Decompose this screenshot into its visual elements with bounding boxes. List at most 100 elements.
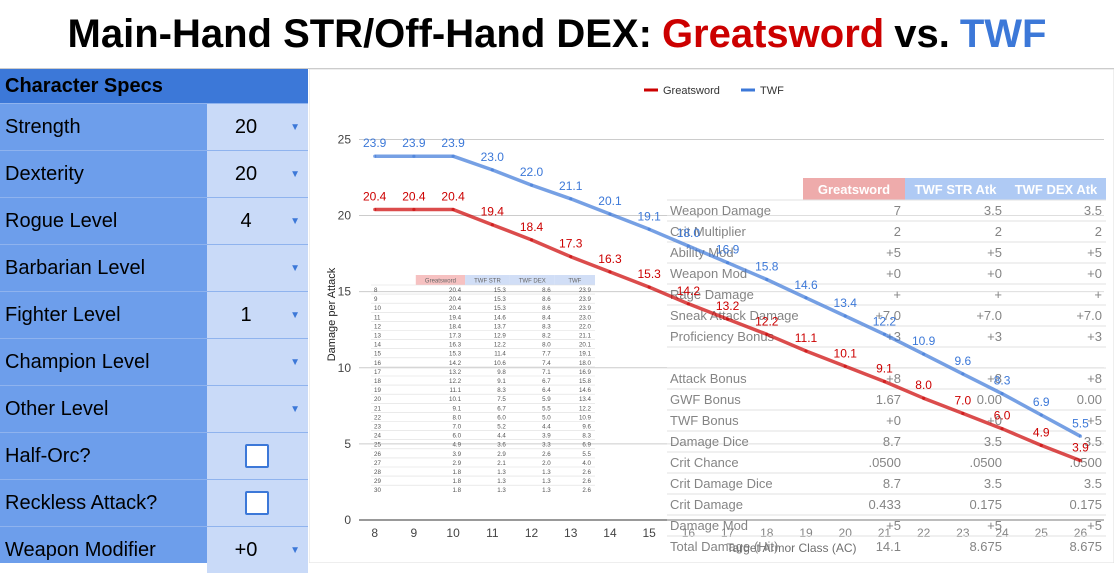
spec-value-cell-weapon-modifier[interactable]: +0 ▼ <box>207 527 308 573</box>
overlay-table-label: Proficiency Bonus <box>670 329 775 344</box>
spec-row-reckless-attack: Reckless Attack? <box>0 479 308 526</box>
mini-table-cell: 10.9 <box>579 414 592 421</box>
spec-value-cell-dexterity[interactable]: 20 ▼ <box>207 151 308 197</box>
dropdown-arrow-icon[interactable]: ▼ <box>290 122 300 133</box>
mini-table-cell: 13.7 <box>494 323 507 330</box>
mini-table-cell: 3.9 <box>542 433 551 440</box>
dropdown-arrow-icon[interactable]: ▼ <box>290 357 300 368</box>
mini-table-cell: 23.9 <box>579 305 592 312</box>
dropdown-arrow-icon[interactable]: ▼ <box>290 263 300 274</box>
mini-table-cell: 21 <box>374 405 381 412</box>
data-label: 5.5 <box>1072 416 1089 430</box>
spec-label-half-orc: Half-Orc? <box>5 445 91 467</box>
spec-row-strength: Strength 20 ▼ <box>0 103 308 150</box>
mini-table-header-cell <box>465 275 510 285</box>
overlay-table-cell: +5 <box>1087 245 1102 260</box>
mini-table-cell: 8.6 <box>542 305 551 312</box>
mini-table-cell: 4.9 <box>452 442 461 449</box>
data-label: 17.3 <box>559 237 583 251</box>
overlay-table-cell: 0.00 <box>1077 392 1102 407</box>
mini-table-cell: 1.3 <box>542 487 551 494</box>
checkbox-reckless-attack[interactable] <box>245 491 269 515</box>
overlay-table-label: Damage Mod <box>670 518 748 533</box>
mini-table-cell: 22 <box>374 414 381 421</box>
data-point <box>1000 392 1004 396</box>
mini-table-cell: 5.5 <box>582 451 591 458</box>
data-label: 20.1 <box>598 194 622 208</box>
overlay-table-label: Sneak Attack Damage <box>670 308 799 323</box>
overlay-table-label: GWF Bonus <box>670 392 741 407</box>
mini-table-cell: 8.3 <box>582 433 591 440</box>
mini-table-cell: 6.9 <box>582 442 591 449</box>
overlay-table-cell: 3.5 <box>984 476 1002 491</box>
mini-table-cell: 1.8 <box>452 478 461 485</box>
mini-table-cell: 3.3 <box>542 442 551 449</box>
spec-value-dexterity: 20 <box>234 163 258 185</box>
title-vs: vs. <box>894 11 950 56</box>
mini-table-cell: 20.1 <box>579 342 592 349</box>
spec-value-cell-barbarian-level[interactable]: ▼ <box>207 245 308 291</box>
x-tick-label: 8 <box>371 526 378 540</box>
data-label: 19.1 <box>637 209 661 223</box>
mini-table-cell: 1.8 <box>452 487 461 494</box>
mini-table-cell: 8 <box>374 287 378 294</box>
data-label: 6.9 <box>1033 395 1050 409</box>
damage-chart-svg: 0 5 10 15 20 25 Damage per Attack Target Armor … <box>308 68 1114 564</box>
overlay-table-label: Crit Damage Dice <box>670 476 773 491</box>
spec-value-cell-other-level[interactable]: ▼ <box>207 386 308 432</box>
spec-label-fighter-level: Fighter Level <box>5 304 121 326</box>
data-label: 13.4 <box>834 296 858 310</box>
data-label: 3.9 <box>1072 441 1089 455</box>
mini-table-cell: 15.3 <box>494 296 507 303</box>
dropdown-arrow-icon[interactable]: ▼ <box>290 216 300 227</box>
mini-table-cell: 25 <box>374 442 381 449</box>
overlay-table-header-cell <box>905 178 1006 200</box>
title-greatsword: Greatsword <box>661 11 885 56</box>
mini-table-cell: 6.7 <box>542 378 551 385</box>
spec-row-half-orc: Half-Orc? <box>0 432 308 479</box>
spec-value-cell-champion-level[interactable]: ▼ <box>207 339 308 385</box>
spec-value-cell-rogue-level[interactable]: 4 ▼ <box>207 198 308 244</box>
data-point <box>647 227 651 231</box>
overlay-table-label: Weapon Damage <box>670 203 771 218</box>
dropdown-arrow-icon[interactable]: ▼ <box>290 310 300 321</box>
data-point <box>843 364 847 368</box>
dropdown-arrow-icon[interactable]: ▼ <box>290 404 300 415</box>
data-label: 12.2 <box>755 314 779 328</box>
data-point <box>922 352 926 356</box>
dropdown-arrow-icon[interactable]: ▼ <box>290 169 300 180</box>
mini-table-cell: 11.1 <box>449 387 461 394</box>
dropdown-arrow-icon[interactable]: ▼ <box>290 545 300 556</box>
mini-table-cell: 6.0 <box>497 414 506 421</box>
data-label: 4.9 <box>1033 425 1050 439</box>
mini-table-cell: 12.9 <box>494 333 507 340</box>
spec-value-cell-strength[interactable]: 20 ▼ <box>207 104 308 150</box>
legend-label: TWF <box>760 85 784 97</box>
mini-table-cell: 16.9 <box>579 369 592 376</box>
data-label: 10.9 <box>912 334 936 348</box>
mini-table-cell: 9 <box>374 296 378 303</box>
data-label: 6.0 <box>994 409 1011 423</box>
mini-table-cell: 18 <box>374 378 381 385</box>
overlay-table-cell: .0500 <box>868 455 901 470</box>
checkbox-half-orc[interactable] <box>245 444 269 468</box>
spec-value-cell-fighter-level[interactable]: 1 ▼ <box>207 292 308 338</box>
mini-table-cell: 5.5 <box>542 405 551 412</box>
spec-label-other-level: Other Level <box>5 398 109 420</box>
data-label: 19.4 <box>481 205 505 219</box>
spec-value-cell-half-orc[interactable] <box>207 433 308 479</box>
mini-table-cell: 6.0 <box>452 433 461 440</box>
spec-label-strength: Strength <box>5 116 81 138</box>
y-tick-label: 0 <box>344 513 351 527</box>
data-label: 8.0 <box>915 378 932 392</box>
overlay-table-label: Crit Chance <box>670 455 739 470</box>
mini-table-cell: 12.2 <box>579 405 592 412</box>
mini-table-header-cell <box>554 275 595 285</box>
overlay-table-header-cell <box>1006 178 1106 200</box>
data-label: 13.2 <box>716 299 740 313</box>
data-point <box>961 411 965 416</box>
mini-table-cell: 14.6 <box>579 387 592 394</box>
spec-value-cell-reckless-attack[interactable] <box>207 480 308 526</box>
mini-table-cell: 30 <box>374 487 381 494</box>
mini-table-cell: 8.3 <box>497 387 506 394</box>
